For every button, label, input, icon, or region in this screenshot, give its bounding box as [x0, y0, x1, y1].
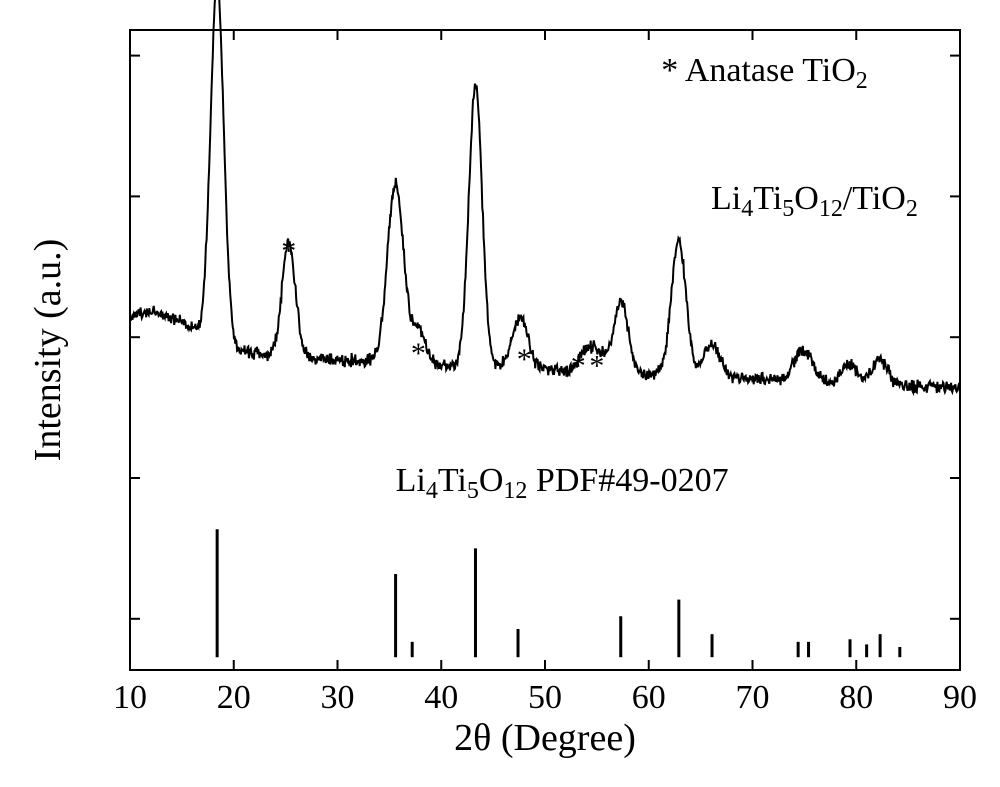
chart-svg: 10 20 30 40 50 60 70 80 90 2θ (Degree) Intensity (… — [0, 0, 1000, 787]
svg-text:Li4Ti5O12 PDF#49-0207: Li4Ti5O12 PDF#49-0207 — [396, 462, 729, 504]
svg-text:50: 50 — [528, 679, 562, 716]
svg-text:90: 90 — [943, 679, 977, 716]
svg-text:70: 70 — [736, 679, 770, 716]
svg-text:30: 30 — [321, 679, 355, 716]
svg-text:* Anatase TiO2: * Anatase TiO2 — [661, 52, 868, 94]
svg-text:10: 10 — [113, 679, 147, 716]
xrd-chart: 10 20 30 40 50 60 70 80 90 2θ (Degree) Intensity (… — [0, 0, 1000, 787]
svg-text:Intensity (a.u.): Intensity (a.u.) — [27, 239, 69, 462]
svg-text:*: * — [517, 343, 532, 376]
svg-text:*: * — [411, 337, 426, 370]
svg-text:60: 60 — [632, 679, 666, 716]
svg-text:80: 80 — [839, 679, 873, 716]
svg-text:40: 40 — [424, 679, 458, 716]
svg-text:20: 20 — [217, 679, 251, 716]
svg-text:*: * — [589, 350, 604, 383]
svg-text:*: * — [571, 350, 586, 383]
svg-text:*: * — [281, 234, 296, 267]
svg-text:Li4Ti5O12/TiO2: Li4Ti5O12/TiO2 — [711, 180, 918, 222]
svg-text:2θ (Degree): 2θ (Degree) — [454, 717, 636, 759]
